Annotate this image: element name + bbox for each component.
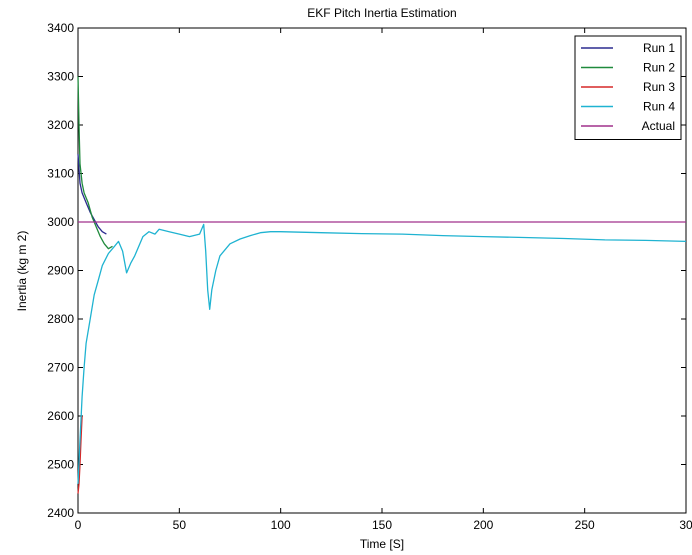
series-lines [77,76,687,494]
legend-label: Run 4 [643,100,675,114]
y-tick-label: 3200 [47,118,74,132]
y-tick-label: 3400 [47,21,74,35]
y-tick-label: 2500 [47,458,74,472]
legend-label: Run 2 [643,61,675,75]
y-tick-label: 3000 [47,215,74,229]
legend: Run 1 Run 2 Run 3 Run 4 Actual [574,35,682,140]
y-tick-label: 2700 [47,361,74,375]
x-tick-label: 100 [271,518,291,532]
x-tick-label: 0 [75,518,82,532]
x-axis-label: Time [S] [360,537,404,551]
axis-ticks: 0 50 100 150 200 250 30 2400 2500 2600 2700 2800 290… [47,21,692,532]
y-tick-label: 2400 [47,506,74,520]
series-line-run-4 [77,223,687,484]
y-tick-label: 2800 [47,312,74,326]
x-tick-label: 250 [575,518,595,532]
x-tick-label: 30 [679,518,692,532]
legend-label: Run 1 [643,41,675,55]
y-tick-label: 3100 [47,167,74,181]
legend-label: Actual [642,119,675,133]
x-tick-label: 150 [372,518,392,532]
y-tick-label: 2900 [47,264,74,278]
legend-label: Run 3 [643,80,675,94]
y-tick-label: 3300 [47,70,74,84]
series-line-run-2 [77,76,113,250]
x-tick-label: 50 [173,518,187,532]
chart-title: EKF Pitch Inertia Estimation [307,6,456,20]
x-tick-label: 200 [473,518,493,532]
y-axis-label: Inertia (kg m 2) [15,231,29,312]
y-tick-label: 2600 [47,409,74,423]
series-line-run-3 [77,415,83,494]
